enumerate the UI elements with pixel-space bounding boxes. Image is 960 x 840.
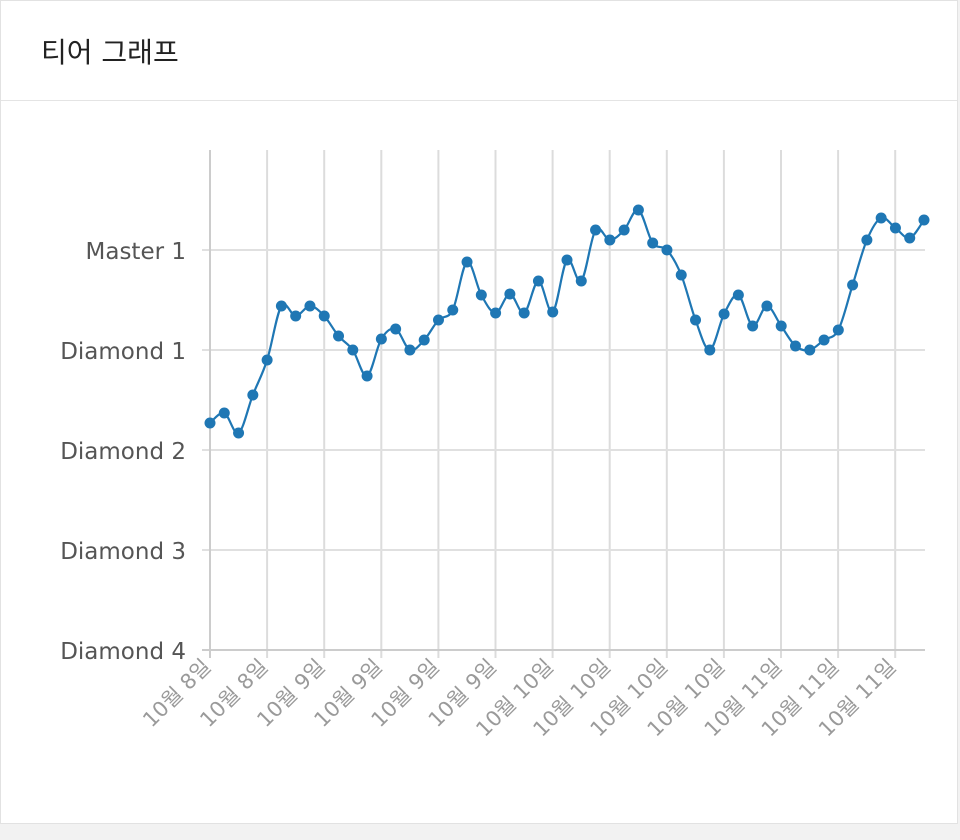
data-point <box>233 427 245 439</box>
data-point <box>532 275 544 287</box>
data-point <box>432 314 444 326</box>
data-point <box>247 389 259 401</box>
data-point <box>618 224 630 236</box>
data-point <box>704 344 716 356</box>
data-point <box>832 324 844 336</box>
data-point <box>418 334 430 346</box>
data-point <box>918 214 930 226</box>
card-title: 티어 그래프 <box>41 36 179 69</box>
y-tick-label: Diamond 3 <box>60 539 186 565</box>
data-point <box>561 254 573 266</box>
data-point <box>875 212 887 224</box>
data-point <box>789 340 801 352</box>
data-point <box>347 344 359 356</box>
series-line <box>209 208 925 435</box>
data-point <box>333 330 345 342</box>
y-tick-label: Master 1 <box>86 239 187 265</box>
y-tick-label: Diamond 1 <box>60 339 186 365</box>
data-point <box>318 310 330 322</box>
data-point <box>904 232 916 244</box>
data-point <box>290 310 302 322</box>
data-point <box>204 417 216 429</box>
tier-graph-card: 티어 그래프 <box>0 0 958 824</box>
data-point <box>647 237 659 249</box>
data-point <box>804 344 816 356</box>
y-tick-label: Diamond 4 <box>60 639 186 665</box>
data-point <box>575 275 587 287</box>
data-point <box>547 306 559 318</box>
data-point <box>475 289 487 301</box>
data-point <box>889 222 901 234</box>
data-point <box>604 234 616 246</box>
data-point <box>847 279 859 291</box>
data-point <box>732 289 744 301</box>
data-point <box>518 307 530 319</box>
data-point <box>504 288 516 300</box>
data-point <box>304 300 316 312</box>
data-point <box>218 407 230 419</box>
data-point <box>261 354 273 366</box>
data-point <box>775 320 787 332</box>
data-point <box>490 307 502 319</box>
data-point <box>361 370 373 382</box>
data-point <box>632 204 644 216</box>
data-point <box>675 269 687 281</box>
data-point <box>661 244 673 256</box>
data-point <box>861 234 873 246</box>
data-point <box>461 256 473 268</box>
data-point <box>590 224 602 236</box>
data-point <box>761 300 773 312</box>
card-header: 티어 그래프 <box>1 1 957 101</box>
data-point <box>275 300 287 312</box>
data-point <box>818 334 830 346</box>
data-point <box>404 344 416 356</box>
data-point <box>718 308 730 320</box>
data-point <box>375 333 387 345</box>
data-point <box>690 314 702 326</box>
data-point <box>747 320 759 332</box>
data-point <box>390 323 402 335</box>
y-tick-label: Diamond 2 <box>60 439 186 465</box>
data-point <box>447 304 459 316</box>
